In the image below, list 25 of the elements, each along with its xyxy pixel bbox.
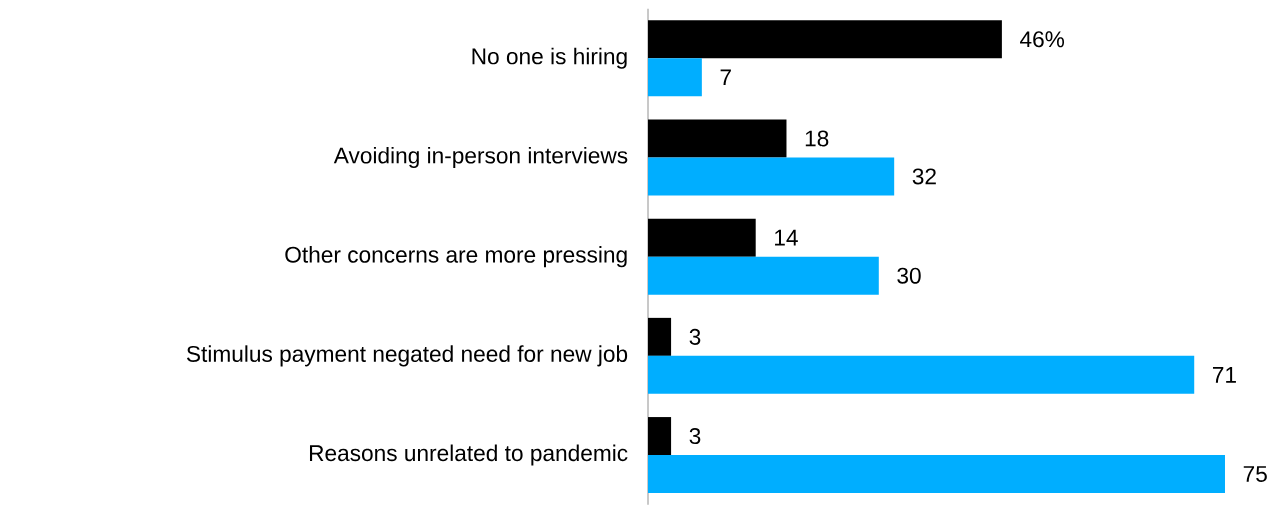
y-tick-label: No one is hiring <box>472 47 627 69</box>
data-label: 46% <box>1020 31 1065 48</box>
y-tick-label: Stimulus payment negated need for new job <box>186 345 628 367</box>
bar <box>648 317 672 356</box>
bar <box>648 157 895 196</box>
y-tick-label: Reasons unrelated to pandemic <box>309 444 628 466</box>
data-label: 75 <box>1243 466 1267 482</box>
data-label: 32 <box>912 168 936 185</box>
data-label: 14 <box>775 229 798 246</box>
y-tick-label: Other concerns are more pressing <box>285 246 627 268</box>
bar <box>648 218 756 257</box>
bar <box>648 58 702 97</box>
bar <box>648 355 1195 394</box>
y-tick-label: Avoiding in-person interviews <box>333 146 628 169</box>
bar <box>648 256 879 295</box>
bar <box>648 119 787 158</box>
data-label: 3 <box>689 328 701 345</box>
bar <box>648 455 1225 494</box>
data-label: 71 <box>1212 367 1236 383</box>
data-label: 3 <box>689 428 701 445</box>
bar <box>648 20 1002 59</box>
data-label: 18 <box>805 130 829 147</box>
bar <box>648 417 672 456</box>
data-label: 7 <box>720 69 731 86</box>
data-label: 30 <box>897 267 921 284</box>
